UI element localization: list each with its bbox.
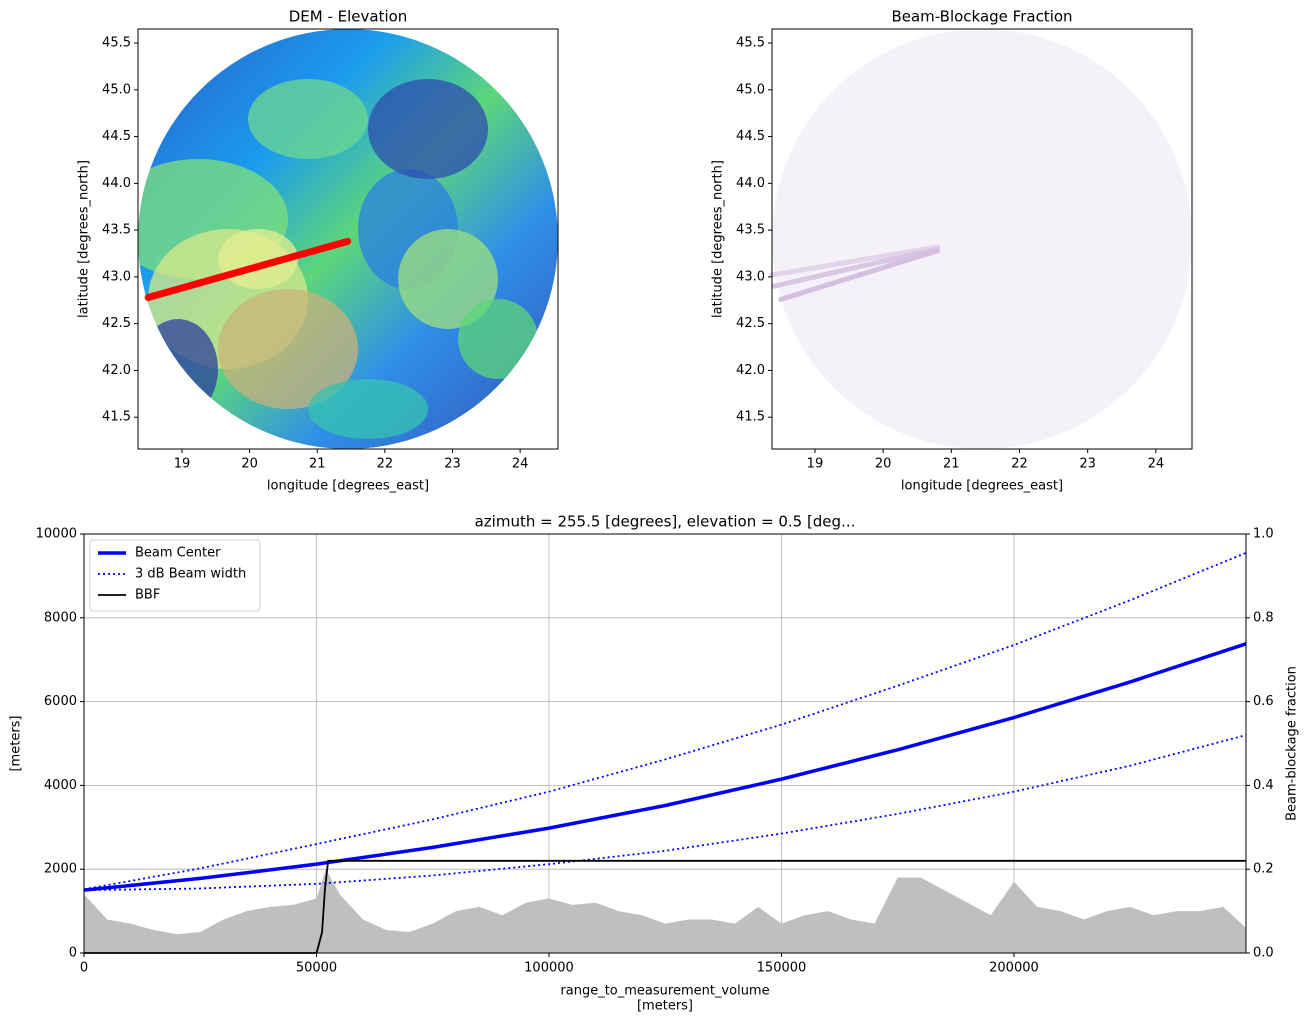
y-tick-label: 8000	[44, 610, 77, 625]
map-line	[769, 244, 941, 278]
y-tick-label: 42.0	[102, 363, 131, 378]
y-tick-label: 42.5	[102, 316, 131, 331]
bbf-image	[772, 29, 1192, 449]
axes-frame	[137, 28, 559, 450]
y2-tick-label: 0.4	[1253, 778, 1274, 793]
x-tick-label: 200000	[989, 961, 1039, 976]
series-line	[83, 642, 1247, 892]
x-tick-label: 22	[1011, 457, 1028, 472]
y-tick-label: 43.5	[102, 223, 131, 238]
x-axis-label: longitude [degrees_east]	[901, 479, 1063, 494]
y-tick-label: 45.0	[736, 82, 765, 97]
x-tick-label: 19	[807, 457, 824, 472]
x-tick-label: 0	[80, 961, 88, 976]
x-tick-label: 24	[1148, 457, 1165, 472]
x-tick-label: 150000	[757, 961, 807, 976]
x-axis-label: range_to_measurement_volume	[560, 984, 769, 999]
y-tick-label: 42.0	[736, 363, 765, 378]
axes-frame	[83, 533, 1247, 954]
dem-patch	[248, 79, 368, 159]
y-tick-label: 41.5	[736, 410, 765, 425]
x-tick-label: 20	[241, 457, 258, 472]
y-tick-label: 43.0	[102, 269, 131, 284]
x-tick-label: 21	[309, 457, 326, 472]
map-line	[778, 248, 941, 302]
x-tick-label: 21	[943, 457, 960, 472]
dem-patch	[368, 79, 488, 179]
y2-tick-label: 0.2	[1253, 862, 1274, 877]
x-tick-label: 24	[512, 457, 529, 472]
dem-patch	[218, 289, 358, 409]
y2-tick-label: 0.0	[1253, 946, 1274, 961]
map-line	[771, 246, 941, 289]
x-axis-label: longitude [degrees_east]	[267, 479, 429, 494]
y-axis-label: latitude [degrees_north]	[711, 160, 726, 318]
y-tick-label: 4000	[44, 778, 77, 793]
dem-patch	[308, 379, 428, 439]
chart-title: azimuth = 255.5 [degrees], elevation = 0…	[475, 513, 856, 531]
axes-frame	[771, 28, 1193, 450]
x-tick-label: 50000	[296, 961, 337, 976]
series-line	[83, 552, 1247, 891]
y-tick-label: 45.5	[736, 36, 765, 51]
map-line	[144, 237, 352, 301]
y-axis-label: [meters]	[9, 715, 24, 771]
y-tick-label: 42.5	[736, 316, 765, 331]
x-tick-label: 22	[377, 457, 394, 472]
x-tick-label: 19	[174, 457, 191, 472]
legend-label: Beam Center	[135, 546, 221, 561]
x-axis-label: [meters]	[637, 999, 693, 1014]
chart-title: DEM - Elevation	[289, 8, 408, 26]
y-tick-label: 41.5	[102, 410, 131, 425]
legend-label: 3 dB Beam width	[135, 567, 246, 582]
y-tick-label: 44.5	[102, 129, 131, 144]
dem-patch	[458, 299, 538, 379]
chart-title: Beam-Blockage Fraction	[891, 8, 1072, 26]
dem-patch	[398, 229, 498, 329]
y-tick-label: 45.0	[102, 82, 131, 97]
y-tick-label: 43.5	[736, 223, 765, 238]
x-tick-label: 20	[875, 457, 892, 472]
y-axis-label: latitude [degrees_north]	[77, 160, 92, 318]
y-tick-label: 2000	[44, 862, 77, 877]
x-tick-label: 23	[444, 457, 461, 472]
x-tick-label: 23	[1079, 457, 1096, 472]
y-tick-label: 10000	[36, 527, 77, 542]
y-tick-label: 45.5	[102, 36, 131, 51]
y-tick-label: 0	[69, 946, 77, 961]
legend-box	[89, 539, 261, 612]
y2-tick-label: 0.8	[1253, 610, 1274, 625]
y-tick-label: 43.0	[736, 269, 765, 284]
y-tick-label: 44.0	[736, 176, 765, 191]
plot-background	[84, 534, 1246, 953]
terrain-area	[84, 869, 1246, 953]
y-tick-label: 6000	[44, 694, 77, 709]
x-tick-label: 100000	[524, 961, 574, 976]
y2-axis-label: Beam-blockage fraction	[1285, 666, 1300, 821]
y2-tick-label: 0.6	[1253, 694, 1274, 709]
y2-tick-label: 1.0	[1253, 527, 1274, 542]
legend-label: BBF	[135, 588, 160, 603]
y-tick-label: 44.0	[102, 176, 131, 191]
y-tick-label: 44.5	[736, 129, 765, 144]
series-line	[83, 734, 1247, 892]
